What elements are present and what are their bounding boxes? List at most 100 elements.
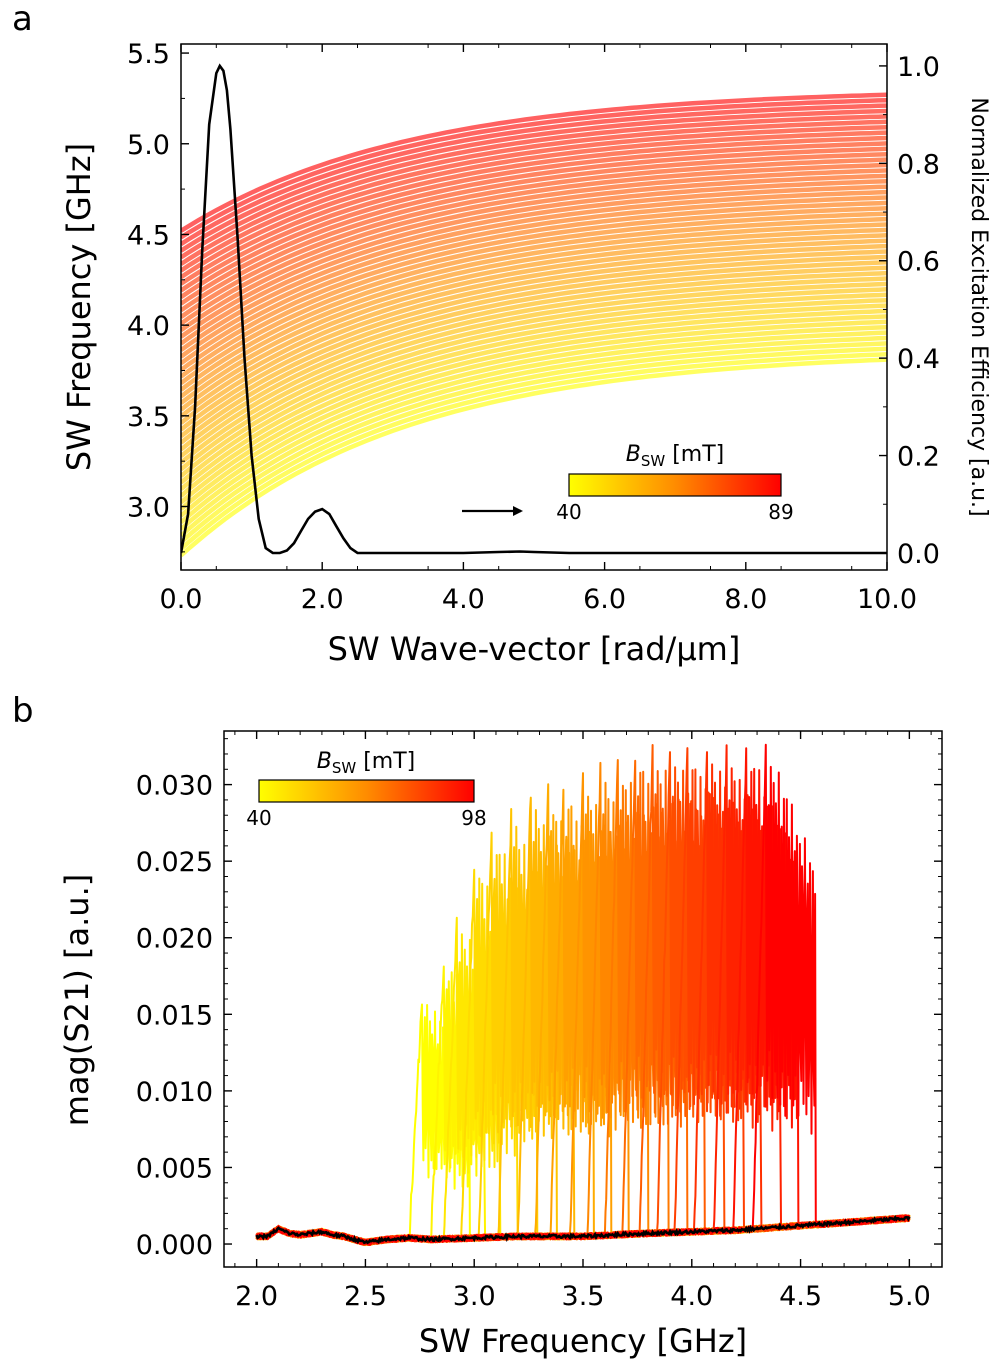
dispersion-curve <box>181 119 887 266</box>
x-tick-label: 8.0 <box>724 584 767 615</box>
y-tick-label: 0.025 <box>136 847 213 878</box>
dispersion-curve <box>181 308 887 498</box>
colorbar-b-label: BSW [mT] <box>317 749 416 777</box>
colorbar-b-gradient <box>258 779 475 803</box>
dispersion-curve <box>181 222 887 392</box>
y-axis-label-b: mag(S21) [a.u.] <box>58 874 96 1126</box>
dispersion-curve <box>181 200 887 366</box>
y-tick-label: 0.015 <box>136 1000 213 1031</box>
panel-a-label: a <box>12 0 33 39</box>
dispersion-curve <box>181 206 887 372</box>
dispersion-curve <box>181 146 887 299</box>
dispersion-curve <box>181 92 887 233</box>
dispersion-curve <box>181 195 887 359</box>
dispersion-curve <box>181 238 887 412</box>
dispersion-curve <box>181 157 887 313</box>
y2-axis-a: 0.0 0.2 0.4 0.6 0.8 1.0 <box>879 52 940 570</box>
colorbar-a-max: 89 <box>768 500 793 524</box>
dispersion-curve <box>181 108 887 253</box>
dispersion-curve <box>181 292 887 478</box>
dispersion-curve <box>181 335 887 531</box>
dispersion-curve <box>181 270 887 452</box>
y-tick-label: 0.010 <box>136 1077 213 1108</box>
y-axis-a: 3.0 3.5 4.0 4.5 5.0 5.5 <box>127 39 189 553</box>
y-tick-label: 5.0 <box>127 130 170 161</box>
colorbar-a: BSW [mT] 40 89 <box>556 442 793 524</box>
s21-series <box>255 743 911 1247</box>
chart-b: 2.0 2.5 3.0 3.5 4.0 4.5 5.0 0.0000.0050.0100.0… <box>58 730 943 1360</box>
colorbar-b-max: 98 <box>461 806 486 830</box>
x-axis-a: 0.0 2.0 4.0 6.0 8.0 10.0 <box>160 44 917 615</box>
dispersion-curve <box>181 184 887 346</box>
dispersion-curve <box>181 330 887 525</box>
dispersion-curve <box>181 173 887 333</box>
x-tick-label: 4.0 <box>442 584 485 615</box>
dispersion-curve <box>181 346 887 544</box>
panel-b-label: b <box>12 691 34 731</box>
x-tick-label: 6.0 <box>583 584 626 615</box>
dispersion-curve <box>181 260 887 438</box>
x-tick-label: 3.0 <box>453 1281 496 1312</box>
dispersion-curve <box>181 151 887 306</box>
dispersion-curve <box>181 216 887 385</box>
colorbar-a-label: BSW [mT] <box>626 442 725 470</box>
chart-a: 0.0 2.0 4.0 6.0 8.0 10.0 3.0 3.5 4.0 4.5 5.0 5.5 0… <box>60 39 991 668</box>
x-tick-label: 0.0 <box>160 584 203 615</box>
dispersion-curve <box>181 276 887 458</box>
dispersion-curve <box>181 211 887 379</box>
dispersion-curve <box>181 114 887 260</box>
x-tick-label: 5.0 <box>888 1281 931 1312</box>
dispersion-curve <box>181 227 887 399</box>
dispersion-curve <box>181 189 887 352</box>
y2-tick-label: 1.0 <box>897 52 940 83</box>
x-axis-label-a: SW Wave-vector [rad/µm] <box>328 630 741 668</box>
y-tick-label: 0.030 <box>136 771 213 802</box>
dispersion-curve <box>181 141 887 293</box>
y2-axis-label-a: Normalized Excitation Efficiency [a.u.] <box>966 97 991 516</box>
dispersion-curve <box>181 341 887 538</box>
dispersion-curve <box>181 97 887 240</box>
y-tick-label: 0.000 <box>136 1230 213 1261</box>
dispersion-curve <box>181 324 887 518</box>
y2-tick-label: 0.0 <box>897 539 940 570</box>
dispersion-curve <box>181 319 887 511</box>
dispersion-curve <box>181 254 887 432</box>
dispersion-curve <box>181 265 887 445</box>
dispersion-curve <box>181 162 887 319</box>
y-tick-label: 0.020 <box>136 924 213 955</box>
x-tick-label: 3.5 <box>562 1281 605 1312</box>
colorbar-b-min: 40 <box>246 806 271 830</box>
dispersion-curve <box>181 124 887 273</box>
y2-tick-label: 0.4 <box>897 344 940 375</box>
x-axis-b: 2.0 2.5 3.0 3.5 4.0 4.5 5.0 <box>234 731 932 1312</box>
y-tick-label: 0.005 <box>136 1153 213 1184</box>
y2-tick-label: 0.6 <box>897 247 940 278</box>
dispersion-curve <box>181 130 887 280</box>
colorbar-b: BSW [mT] 40 98 <box>246 749 486 830</box>
dispersion-curve <box>181 357 887 558</box>
dispersion-curve <box>181 249 887 425</box>
y-axis-label-a: SW Frequency [GHz] <box>60 143 98 471</box>
y-tick-label: 4.0 <box>127 311 170 342</box>
x-tick-label: 10.0 <box>857 584 917 615</box>
x-axis-label-b: SW Frequency [GHz] <box>419 1322 747 1360</box>
y-axis-b: 0.000 0.005 0.010 0.015 0.020 0.025 0.030 <box>136 738 942 1261</box>
dispersion-curve <box>181 314 887 505</box>
plot-frame-a <box>180 43 888 571</box>
x-tick-label: 4.5 <box>779 1281 822 1312</box>
dispersion-curves <box>181 92 887 558</box>
y-tick-label: 4.5 <box>127 220 170 251</box>
dispersion-curve <box>181 297 887 485</box>
y-tick-label: 3.5 <box>127 402 170 433</box>
dispersion-curve <box>181 243 887 419</box>
x-tick-label: 4.0 <box>670 1281 713 1312</box>
dispersion-curve <box>181 281 887 465</box>
dispersion-curve <box>181 287 887 472</box>
dispersion-curve <box>181 135 887 286</box>
x-tick-label: 2.0 <box>301 584 344 615</box>
efficiency-line <box>181 63 887 555</box>
dispersion-curve <box>181 303 887 491</box>
x-tick-label: 2.0 <box>235 1281 278 1312</box>
colorbar-a-min: 40 <box>556 500 581 524</box>
y-tick-label: 5.5 <box>127 39 170 70</box>
